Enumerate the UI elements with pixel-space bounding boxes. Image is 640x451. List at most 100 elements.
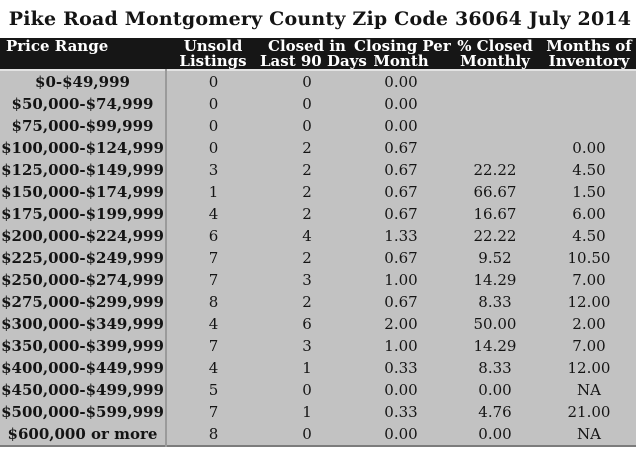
price-range-cell: $0-$49,999 bbox=[0, 70, 167, 93]
value-cell: 4.50 bbox=[572, 227, 606, 245]
value-cell: NA bbox=[577, 381, 601, 399]
inventory-table: Price Range Unsold Listings Closed in Last… bbox=[0, 38, 636, 447]
column-header-5: Months of Inventory bbox=[546, 37, 632, 70]
value-cell: 2 bbox=[302, 205, 312, 223]
table-row: $50,000-$74,999 0 0 0.00 bbox=[0, 93, 636, 115]
value-cell: 8.33 bbox=[478, 293, 512, 311]
price-range-cell: $250,000-$274,999 bbox=[0, 269, 167, 291]
value-cell: 2 bbox=[302, 183, 312, 201]
price-range-cell: $175,000-$199,999 bbox=[0, 203, 167, 225]
column-header-4: % Closed Monthly bbox=[457, 37, 533, 70]
table-row: $225,000-$249,999 7 2 0.67 9.52 10.50 bbox=[0, 247, 636, 269]
value-cell bbox=[542, 93, 636, 115]
value-cell: 1 bbox=[208, 183, 219, 201]
value-cell: 0 bbox=[302, 117, 312, 135]
value-cell: 4 bbox=[208, 205, 219, 223]
table-row: $0-$49,999 0 0 0.00 bbox=[0, 70, 636, 93]
value-cell bbox=[542, 115, 636, 137]
value-cell: 1.50 bbox=[572, 183, 606, 201]
value-cell: 7.00 bbox=[572, 271, 606, 289]
value-cell: 0.67 bbox=[384, 205, 418, 223]
value-cell: 2.00 bbox=[384, 315, 418, 333]
table-row: $100,000-$124,999 0 2 0.67 0.00 bbox=[0, 137, 636, 159]
value-cell: 0.67 bbox=[384, 293, 418, 311]
value-cell: 12.00 bbox=[567, 359, 611, 377]
column-header-price-range: Price Range bbox=[6, 37, 109, 55]
value-cell bbox=[542, 70, 636, 93]
table-row: $200,000-$224,999 6 4 1.33 22.22 4.50 bbox=[0, 225, 636, 247]
value-cell: 8.33 bbox=[478, 359, 512, 377]
price-range-cell: $500,000-$599,999 bbox=[0, 401, 167, 423]
value-cell: 10.50 bbox=[567, 249, 611, 267]
value-cell: 4 bbox=[208, 315, 219, 333]
price-range-cell: $50,000-$74,999 bbox=[0, 93, 167, 115]
header-row: Price Range Unsold Listings Closed in Last… bbox=[0, 38, 636, 70]
value-cell: 0.00 bbox=[384, 73, 418, 91]
table-row: $300,000-$349,999 4 6 2.00 50.00 2.00 bbox=[0, 313, 636, 335]
value-cell: 7.00 bbox=[572, 337, 606, 355]
value-cell: 8 bbox=[208, 293, 219, 311]
value-cell: 6 bbox=[208, 227, 219, 245]
price-range-cell: $125,000-$149,999 bbox=[0, 159, 167, 181]
value-cell: 0.33 bbox=[384, 403, 418, 421]
value-cell: 12.00 bbox=[567, 293, 611, 311]
value-cell: 14.29 bbox=[473, 337, 517, 355]
value-cell: 0.67 bbox=[384, 249, 418, 267]
value-cell bbox=[448, 93, 542, 115]
value-cell bbox=[448, 137, 542, 159]
value-cell: 0.67 bbox=[384, 161, 418, 179]
value-cell: 7 bbox=[208, 249, 219, 267]
price-range-cell: $150,000-$174,999 bbox=[0, 181, 167, 203]
value-cell: 16.67 bbox=[473, 205, 517, 223]
value-cell: 50.00 bbox=[473, 315, 517, 333]
value-cell: 0 bbox=[302, 95, 312, 113]
value-cell: 7 bbox=[208, 403, 219, 421]
value-cell: 4 bbox=[302, 227, 312, 245]
price-range-cell: $200,000-$224,999 bbox=[0, 225, 167, 247]
value-cell: 14.29 bbox=[473, 271, 517, 289]
value-cell: 1.00 bbox=[384, 337, 418, 355]
value-cell: 7 bbox=[208, 337, 219, 355]
table-row: $350,000-$399,999 7 3 1.00 14.29 7.00 bbox=[0, 335, 636, 357]
title-bar: Pike Road Montgomery County Zip Code 360… bbox=[0, 0, 640, 38]
price-range-cell: $450,000-$499,999 bbox=[0, 379, 167, 401]
value-cell: 0 bbox=[302, 425, 312, 443]
value-cell: 0 bbox=[302, 73, 312, 91]
value-cell: 1.00 bbox=[384, 271, 418, 289]
table-row: $250,000-$274,999 7 3 1.00 14.29 7.00 bbox=[0, 269, 636, 291]
table-row: $75,000-$99,999 0 0 0.00 bbox=[0, 115, 636, 137]
value-cell: 2 bbox=[302, 249, 312, 267]
price-range-cell: $400,000-$449,999 bbox=[0, 357, 167, 379]
table-row: $450,000-$499,999 5 0 0.00 0.00 NA bbox=[0, 379, 636, 401]
value-cell: 0 bbox=[208, 139, 219, 157]
column-header-2: Closed in Last 90 Days bbox=[260, 37, 367, 70]
table-row: $150,000-$174,999 1 2 0.67 66.67 1.50 bbox=[0, 181, 636, 203]
value-cell: 0.00 bbox=[384, 425, 418, 443]
value-cell: 0 bbox=[208, 95, 219, 113]
value-cell: 0.67 bbox=[384, 139, 418, 157]
page-title: Pike Road Montgomery County Zip Code 360… bbox=[8, 8, 632, 30]
value-cell: 0.00 bbox=[384, 95, 418, 113]
value-cell: 0.00 bbox=[478, 425, 512, 443]
value-cell: 4 bbox=[208, 359, 219, 377]
column-header-3: Closing Per Month bbox=[354, 37, 451, 70]
value-cell: 0.00 bbox=[384, 117, 418, 135]
value-cell: 2.00 bbox=[572, 315, 606, 333]
table-header: Price Range Unsold Listings Closed in Last… bbox=[0, 38, 636, 70]
table-row: $500,000-$599,999 7 1 0.33 4.76 21.00 bbox=[0, 401, 636, 423]
value-cell: 0 bbox=[208, 117, 219, 135]
price-range-cell: $275,000-$299,999 bbox=[0, 291, 167, 313]
value-cell: 1.33 bbox=[384, 227, 418, 245]
value-cell: 0.67 bbox=[384, 183, 418, 201]
value-cell: 6.00 bbox=[572, 205, 606, 223]
table-row: $175,000-$199,999 4 2 0.67 16.67 6.00 bbox=[0, 203, 636, 225]
value-cell: 0 bbox=[302, 381, 312, 399]
value-cell: 1 bbox=[302, 359, 312, 377]
value-cell: 2 bbox=[302, 293, 312, 311]
value-cell: 4.50 bbox=[572, 161, 606, 179]
price-range-cell: $100,000-$124,999 bbox=[0, 137, 167, 159]
value-cell: 0 bbox=[208, 73, 219, 91]
value-cell: 3 bbox=[208, 161, 219, 179]
price-range-cell: $225,000-$249,999 bbox=[0, 247, 167, 269]
value-cell: 6 bbox=[302, 315, 312, 333]
